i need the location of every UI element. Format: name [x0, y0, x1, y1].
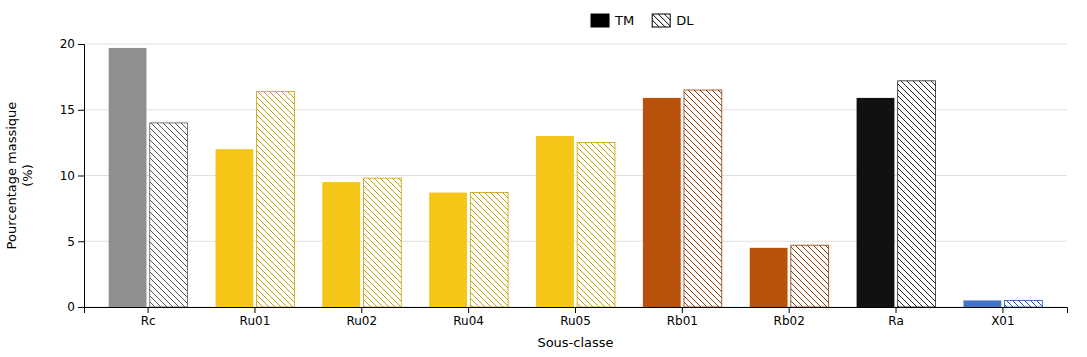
bar — [216, 149, 254, 307]
tick-mark — [468, 307, 469, 313]
tick: Ru05 — [560, 307, 591, 328]
legend: TM DL — [591, 13, 694, 28]
tick-label: 15 — [60, 103, 75, 117]
bar — [363, 178, 401, 307]
y-axis-title-line: Pourcentage massique — [4, 102, 19, 250]
tick-label: 0 — [67, 300, 75, 314]
grid-line — [84, 44, 1067, 45]
axis-line — [78, 45, 85, 308]
tick: Rc — [141, 307, 156, 328]
tick: X01 — [991, 307, 1015, 328]
tick-mark — [361, 307, 362, 313]
bar — [963, 300, 1001, 307]
tick-label: 10 — [60, 169, 75, 183]
bar — [577, 143, 615, 307]
bar — [322, 182, 360, 307]
x-axis: Rc Ru01 Ru02 Ru04 Ru05 Rb01 Rb02 Ra X01 — [85, 307, 1068, 328]
tick: 10 — [60, 169, 84, 183]
tick-mark — [78, 241, 84, 242]
chart: 0 5 10 15 20 Rc Ru01 Ru02 Ru04 Ru05 Rb01 Rb02 Ra X01 S… — [0, 0, 1087, 357]
tick: Ru02 — [346, 307, 377, 328]
tick-mark — [789, 307, 790, 313]
tick-mark — [78, 44, 84, 45]
bar — [1005, 300, 1043, 307]
tick: 0 — [67, 300, 84, 314]
tick-label: X01 — [991, 314, 1015, 328]
bar — [150, 123, 188, 307]
plot: 0 5 10 15 20 Rc Ru01 Ru02 Ru04 Ru05 Rb01 Rb02 Ra X01 S… — [4, 37, 1068, 350]
y-axis-title: Pourcentage massique(%) — [4, 102, 35, 250]
legend-label: DL — [676, 13, 694, 28]
tick-mark — [78, 307, 84, 308]
tick: Ra — [888, 307, 903, 328]
tick-mark — [682, 307, 683, 313]
grid — [84, 44, 1067, 307]
tick-mark — [896, 307, 897, 313]
tick-mark — [575, 307, 576, 313]
tick-mark — [78, 176, 84, 177]
legend-swatch — [591, 14, 609, 27]
tick: Rb02 — [774, 307, 805, 328]
tick: Ru01 — [240, 307, 271, 328]
x-axis-title: Sous-classe — [537, 335, 613, 350]
tick-mark — [1002, 307, 1003, 313]
axis-line — [85, 308, 1068, 314]
legend-item: DL — [652, 13, 694, 28]
bar — [643, 98, 681, 307]
tick-label: Ra — [888, 314, 903, 328]
tick-mark — [254, 307, 255, 313]
tick: 5 — [67, 235, 84, 249]
bar — [536, 136, 574, 307]
tick-label: Rc — [141, 314, 156, 328]
tick-mark — [78, 110, 84, 111]
bar — [429, 193, 467, 307]
tick-label: Rb01 — [667, 314, 698, 328]
tick-label: Ru05 — [560, 314, 591, 328]
tick-label: 5 — [67, 235, 75, 249]
bar — [898, 81, 936, 307]
legend-swatch — [652, 14, 670, 27]
tick: Ru04 — [453, 307, 484, 328]
tick-label: 20 — [60, 37, 75, 51]
bar — [791, 245, 829, 307]
tick: 20 — [60, 37, 84, 51]
bar — [109, 48, 147, 307]
tick: 15 — [60, 103, 84, 117]
bar — [750, 248, 788, 307]
tick: Rb01 — [667, 307, 698, 328]
y-axis-title-line: (%) — [20, 164, 35, 187]
bar — [470, 193, 508, 307]
tick-label: Rb02 — [774, 314, 805, 328]
y-axis: 0 5 10 15 20 — [60, 37, 85, 314]
bars — [109, 48, 1043, 307]
tick-label: Ru01 — [240, 314, 271, 328]
legend-item: TM — [591, 13, 634, 28]
tick-label: Ru04 — [453, 314, 484, 328]
bar — [857, 98, 895, 307]
legend-label: TM — [614, 13, 634, 28]
tick-label: Ru02 — [346, 314, 377, 328]
bar — [257, 91, 295, 307]
tick-mark — [148, 307, 149, 313]
bar — [684, 90, 722, 307]
